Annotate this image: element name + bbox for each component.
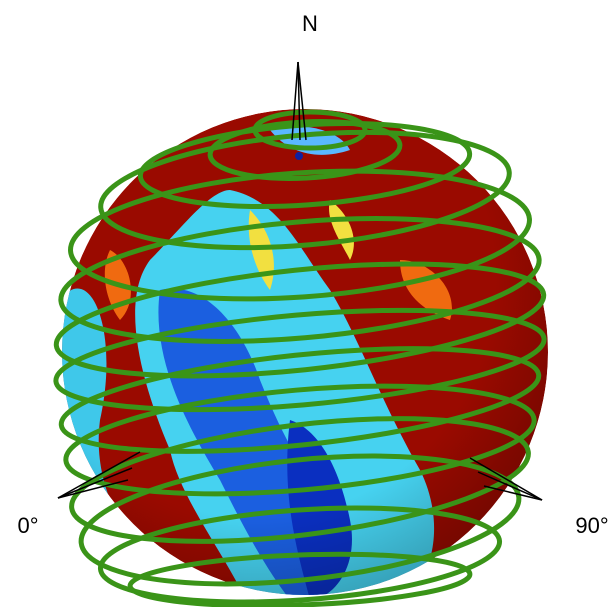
lon0-label: 0°: [17, 513, 38, 538]
north-pole: [295, 152, 303, 160]
page: N 0° 90° (() => { const data = JSON.pars…: [0, 0, 615, 607]
globe-figure: N 0° 90°: [0, 0, 615, 607]
lon90-label: 90°: [575, 513, 608, 538]
north-label: N: [302, 11, 318, 36]
